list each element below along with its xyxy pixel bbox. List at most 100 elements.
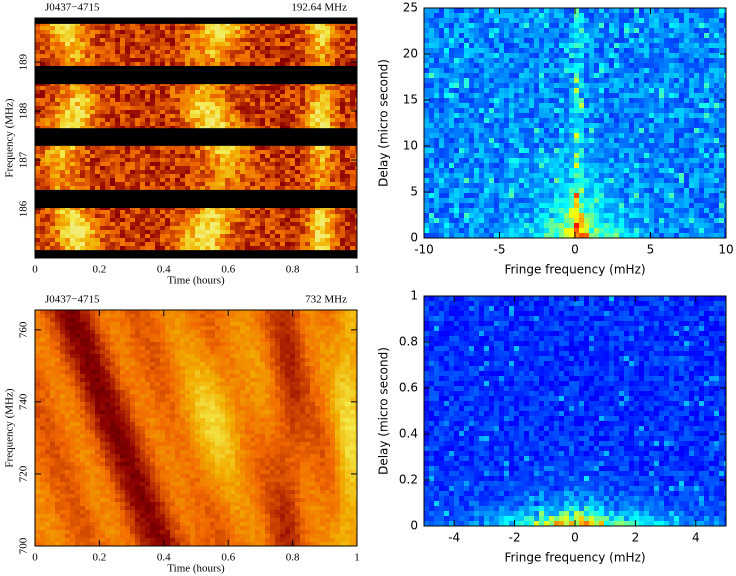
heatmap-cell	[689, 8, 695, 14]
heatmap-cell	[160, 242, 166, 247]
heatmap-cell	[50, 58, 56, 63]
heatmap-cell	[674, 88, 680, 94]
heatmap-cell	[345, 110, 351, 115]
heatmap-cell	[205, 34, 211, 39]
heatmap-cell	[699, 38, 705, 44]
heatmap-cell	[250, 218, 256, 223]
heatmap-cell	[315, 118, 321, 123]
heatmap-cell	[215, 234, 221, 239]
heatmap-cell	[479, 58, 485, 64]
heatmap-cell	[125, 34, 131, 39]
heatmap-cell	[210, 118, 216, 123]
heatmap-cell	[125, 54, 131, 59]
heatmap-cell	[105, 182, 111, 187]
heatmap-cell	[195, 242, 201, 247]
heatmap-cell	[205, 246, 211, 251]
heatmap-cell	[230, 38, 236, 43]
heatmap-cell	[559, 13, 565, 19]
heatmap-cell	[240, 26, 246, 31]
heatmap-cell	[235, 174, 241, 179]
heatmap-cell	[245, 238, 251, 243]
heatmap-cell	[70, 186, 76, 191]
heatmap-cell	[95, 54, 101, 59]
heatmap-cell	[599, 83, 605, 89]
heatmap-cell	[424, 63, 430, 69]
heatmap-cell	[165, 22, 171, 27]
heatmap-cell	[200, 150, 206, 155]
heatmap-cell	[110, 58, 116, 63]
heatmap-cell	[265, 170, 271, 175]
heatmap-cell	[120, 238, 126, 243]
heatmap-cell	[285, 82, 291, 87]
heatmap-cell	[674, 8, 680, 14]
heatmap-cell	[559, 63, 565, 69]
heatmap-cell	[694, 48, 700, 54]
heatmap-cell	[230, 62, 236, 67]
heatmap-cell	[125, 90, 131, 95]
heatmap-cell	[65, 110, 71, 115]
heatmap-cell	[554, 48, 560, 54]
heatmap-cell	[280, 234, 286, 239]
heatmap-cell	[614, 48, 620, 54]
heatmap-cell	[255, 174, 261, 179]
heatmap-cell	[554, 88, 560, 94]
heatmap-cell	[350, 234, 356, 239]
heatmap-cell	[85, 154, 91, 159]
heatmap-cell	[629, 63, 635, 69]
x-tick-label: 0	[32, 264, 38, 276]
heatmap-cell	[190, 154, 196, 159]
heatmap-cell	[110, 82, 116, 87]
heatmap-cell	[315, 26, 321, 31]
heatmap-cell	[235, 146, 241, 151]
heatmap-cell	[230, 146, 236, 151]
heatmap-cell	[499, 68, 505, 74]
heatmap-cell	[619, 38, 625, 44]
heatmap-cell	[649, 58, 655, 64]
heatmap-cell	[250, 162, 256, 167]
heatmap-cell	[110, 86, 116, 91]
heatmap-cell	[145, 86, 151, 91]
heatmap-cell	[50, 182, 56, 187]
heatmap-cell	[195, 62, 201, 67]
heatmap-cell	[335, 62, 341, 67]
heatmap-cell	[549, 63, 555, 69]
heatmap-cell	[270, 98, 276, 103]
heatmap-cell	[464, 93, 470, 99]
heatmap-cell	[65, 106, 71, 111]
heatmap-cell	[50, 154, 56, 159]
heatmap-cell	[35, 154, 41, 159]
heatmap-cell	[45, 246, 51, 251]
heatmap-cell	[160, 94, 166, 99]
heatmap-cell	[424, 23, 430, 29]
heatmap-cell	[180, 90, 186, 95]
heatmap-cell	[125, 58, 131, 63]
heatmap-cell	[594, 48, 600, 54]
heatmap-cell	[95, 230, 101, 235]
heatmap-cell	[160, 54, 166, 59]
heatmap-cell	[345, 206, 351, 211]
heatmap-cell	[225, 86, 231, 91]
heatmap-cell	[60, 122, 66, 127]
heatmap-cell	[70, 42, 76, 47]
heatmap-cell	[270, 26, 276, 31]
heatmap-cell	[280, 34, 286, 39]
heatmap-cell	[250, 58, 256, 63]
heatmap-cell	[689, 18, 695, 24]
heatmap-cell	[220, 166, 226, 171]
heatmap-cell	[320, 54, 326, 59]
heatmap-cell	[50, 206, 56, 211]
heatmap-cell	[230, 54, 236, 59]
heatmap-cell	[270, 186, 276, 191]
heatmap-cell	[215, 210, 221, 215]
heatmap-cell	[40, 98, 46, 103]
heatmap-cell	[619, 13, 625, 19]
heatmap-cell	[145, 34, 151, 39]
heatmap-cell	[155, 242, 161, 247]
heatmap-cell	[55, 62, 61, 67]
heatmap-cell	[205, 30, 211, 35]
heatmap-cell	[699, 68, 705, 74]
heatmap-cell	[315, 98, 321, 103]
heatmap-cell	[504, 33, 510, 39]
heatmap-cell	[679, 48, 685, 54]
heatmap-cell	[449, 63, 455, 69]
